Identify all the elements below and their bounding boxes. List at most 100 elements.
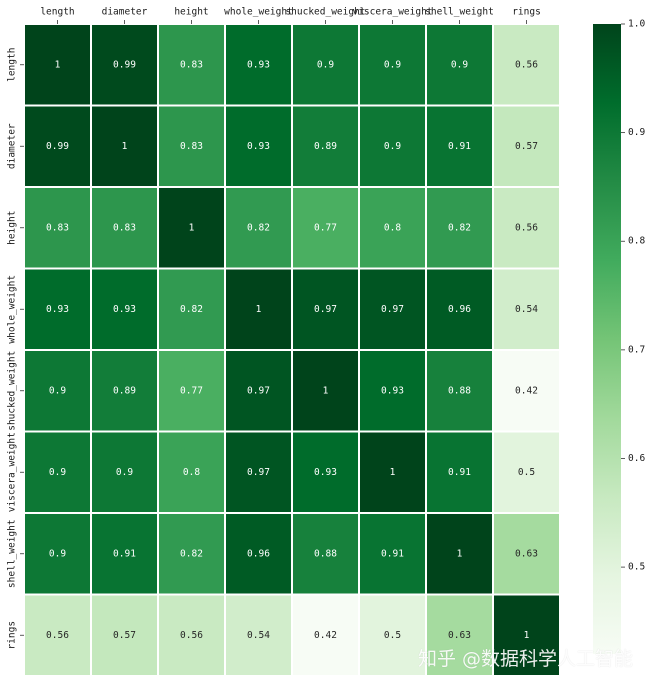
cell-value-label: 0.9 xyxy=(116,467,133,478)
cell-value-label: 0.83 xyxy=(46,222,69,233)
heatmap-cell-rings-whole_weight xyxy=(224,593,293,677)
heatmap-cell-diameter-whole_weight xyxy=(224,104,293,188)
cell-value-label: 0.9 xyxy=(49,467,66,478)
heatmap-cell-viscera_weight-rings xyxy=(492,430,561,514)
cell-value-label: 0.83 xyxy=(113,222,136,233)
heatmap-cell-shucked_weight-whole_weight xyxy=(224,349,293,433)
cell-value-label: 0.5 xyxy=(384,630,401,641)
cell-value-label: 1 xyxy=(390,467,396,478)
y-tick-label-shell_weight: shell_weight xyxy=(7,519,18,588)
x-tick-label-whole_weight: whole_weight xyxy=(224,7,293,18)
cell-value-label: 0.77 xyxy=(314,222,337,233)
cell-value-label: 0.89 xyxy=(314,141,337,152)
y-tick-label-shucked_weight: shucked_weight xyxy=(7,351,18,431)
cell-value-label: 0.42 xyxy=(314,630,337,641)
cell-value-label: 1 xyxy=(256,304,262,315)
cell-value-label: 0.42 xyxy=(515,385,538,396)
heatmap-cell-whole_weight-whole_weight xyxy=(224,267,293,351)
heatmap-cell-height-height xyxy=(157,186,226,270)
cell-value-label: 0.63 xyxy=(515,548,538,559)
cell-value-label: 0.77 xyxy=(180,385,203,396)
heatmap-cell-shell_weight-rings xyxy=(492,512,561,596)
heatmap-cell-rings-rings xyxy=(492,593,561,677)
heatmap-cell-rings-height xyxy=(157,593,226,677)
heatmap-cell-whole_weight-height xyxy=(157,267,226,351)
colorbar-tick-label: 0.7 xyxy=(628,344,645,355)
heatmap-cell-shell_weight-length xyxy=(23,512,92,596)
colorbar-tick-label: 0.9 xyxy=(628,127,645,138)
cell-value-label: 0.88 xyxy=(314,548,337,559)
colorbar-tick-label: 0.5 xyxy=(628,562,645,573)
cell-value-label: 0.8 xyxy=(183,467,200,478)
cell-value-label: 0.54 xyxy=(515,304,538,315)
cell-value-label: 0.97 xyxy=(247,385,270,396)
cell-value-label: 0.93 xyxy=(381,385,404,396)
cell-value-label: 0.91 xyxy=(113,548,136,559)
cell-value-label: 0.9 xyxy=(451,59,468,70)
heatmap-cell-height-rings xyxy=(492,186,561,270)
heatmap-cell-diameter-rings xyxy=(492,104,561,188)
x-tick-label-viscera_weight: viscera_weight xyxy=(352,7,432,18)
cell-value-label: 0.63 xyxy=(448,630,471,641)
heatmap-cell-height-shell_weight xyxy=(425,186,494,270)
heatmap-cell-height-viscera_weight xyxy=(358,186,427,270)
y-tick-label-diameter: diameter xyxy=(7,123,18,169)
heatmap-cell-height-whole_weight xyxy=(224,186,293,270)
x-tick-label-shell_weight: shell_weight xyxy=(425,7,494,18)
heatmap-cell-length-viscera_weight xyxy=(358,23,427,107)
cell-value-label: 0.88 xyxy=(448,385,471,396)
colorbar-tick-label: 0.6 xyxy=(628,453,645,464)
cell-value-label: 0.57 xyxy=(515,141,538,152)
colorbar-tick-label: 0.8 xyxy=(628,236,645,247)
heatmap-cells xyxy=(23,23,561,677)
heatmap-cell-viscera_weight-shucked_weight xyxy=(291,430,360,514)
cell-value-label: 0.83 xyxy=(180,59,203,70)
heatmap-cell-shell_weight-shucked_weight xyxy=(291,512,360,596)
cell-value-label: 0.9 xyxy=(317,59,334,70)
cell-value-label: 0.91 xyxy=(448,467,471,478)
cell-value-label: 0.93 xyxy=(113,304,136,315)
cell-value-label: 0.57 xyxy=(113,630,136,641)
heatmap-cell-rings-shucked_weight xyxy=(291,593,360,677)
colorbar-bar xyxy=(593,24,621,654)
colorbar xyxy=(593,24,621,654)
cell-value-label: 0.99 xyxy=(46,141,69,152)
y-tick-label-whole_weight: whole_weight xyxy=(7,275,18,344)
cell-value-label: 0.97 xyxy=(314,304,337,315)
cell-value-label: 0.93 xyxy=(46,304,69,315)
heatmap-cell-shell_weight-height xyxy=(157,512,226,596)
cell-value-label: 0.56 xyxy=(46,630,69,641)
heatmap-cell-whole_weight-shell_weight xyxy=(425,267,494,351)
y-tick-label-viscera_weight: viscera_weight xyxy=(7,432,18,512)
cell-value-label: 0.93 xyxy=(247,59,270,70)
cell-value-label: 1 xyxy=(457,548,463,559)
x-tick-label-length: length xyxy=(40,7,74,18)
heatmap-cell-length-rings xyxy=(492,23,561,107)
cell-value-label: 0.93 xyxy=(314,467,337,478)
heatmap-cell-viscera_weight-viscera_weight xyxy=(358,430,427,514)
cell-value-label: 0.9 xyxy=(384,141,401,152)
cell-value-label: 0.56 xyxy=(515,222,538,233)
cell-value-label: 0.9 xyxy=(49,385,66,396)
heatmap-cell-viscera_weight-diameter xyxy=(90,430,159,514)
cell-value-label: 0.56 xyxy=(180,630,203,641)
heatmap-cell-rings-viscera_weight xyxy=(358,593,427,677)
heatmap-cell-length-diameter xyxy=(90,23,159,107)
cell-value-label: 0.9 xyxy=(49,548,66,559)
y-tick-label-height: height xyxy=(7,211,18,245)
heatmap-cell-viscera_weight-shell_weight xyxy=(425,430,494,514)
cell-value-label: 0.82 xyxy=(180,304,203,315)
heatmap-cell-shucked_weight-shucked_weight xyxy=(291,349,360,433)
heatmap-cell-height-shucked_weight xyxy=(291,186,360,270)
cell-value-label: 0.82 xyxy=(180,548,203,559)
cell-value-label: 0.54 xyxy=(247,630,270,641)
cell-value-label: 0.8 xyxy=(384,222,401,233)
cell-value-label: 1 xyxy=(524,630,530,641)
y-tick-label-rings: rings xyxy=(7,621,18,650)
y-tick-label-length: length xyxy=(7,48,18,82)
cell-value-label: 0.97 xyxy=(381,304,404,315)
cell-value-label: 0.82 xyxy=(448,222,471,233)
x-axis-tick-labels: length diameter height whole_weightshucked_… xyxy=(40,7,541,24)
heatmap-cell-shell_weight-viscera_weight xyxy=(358,512,427,596)
cell-value-label: 0.91 xyxy=(448,141,471,152)
